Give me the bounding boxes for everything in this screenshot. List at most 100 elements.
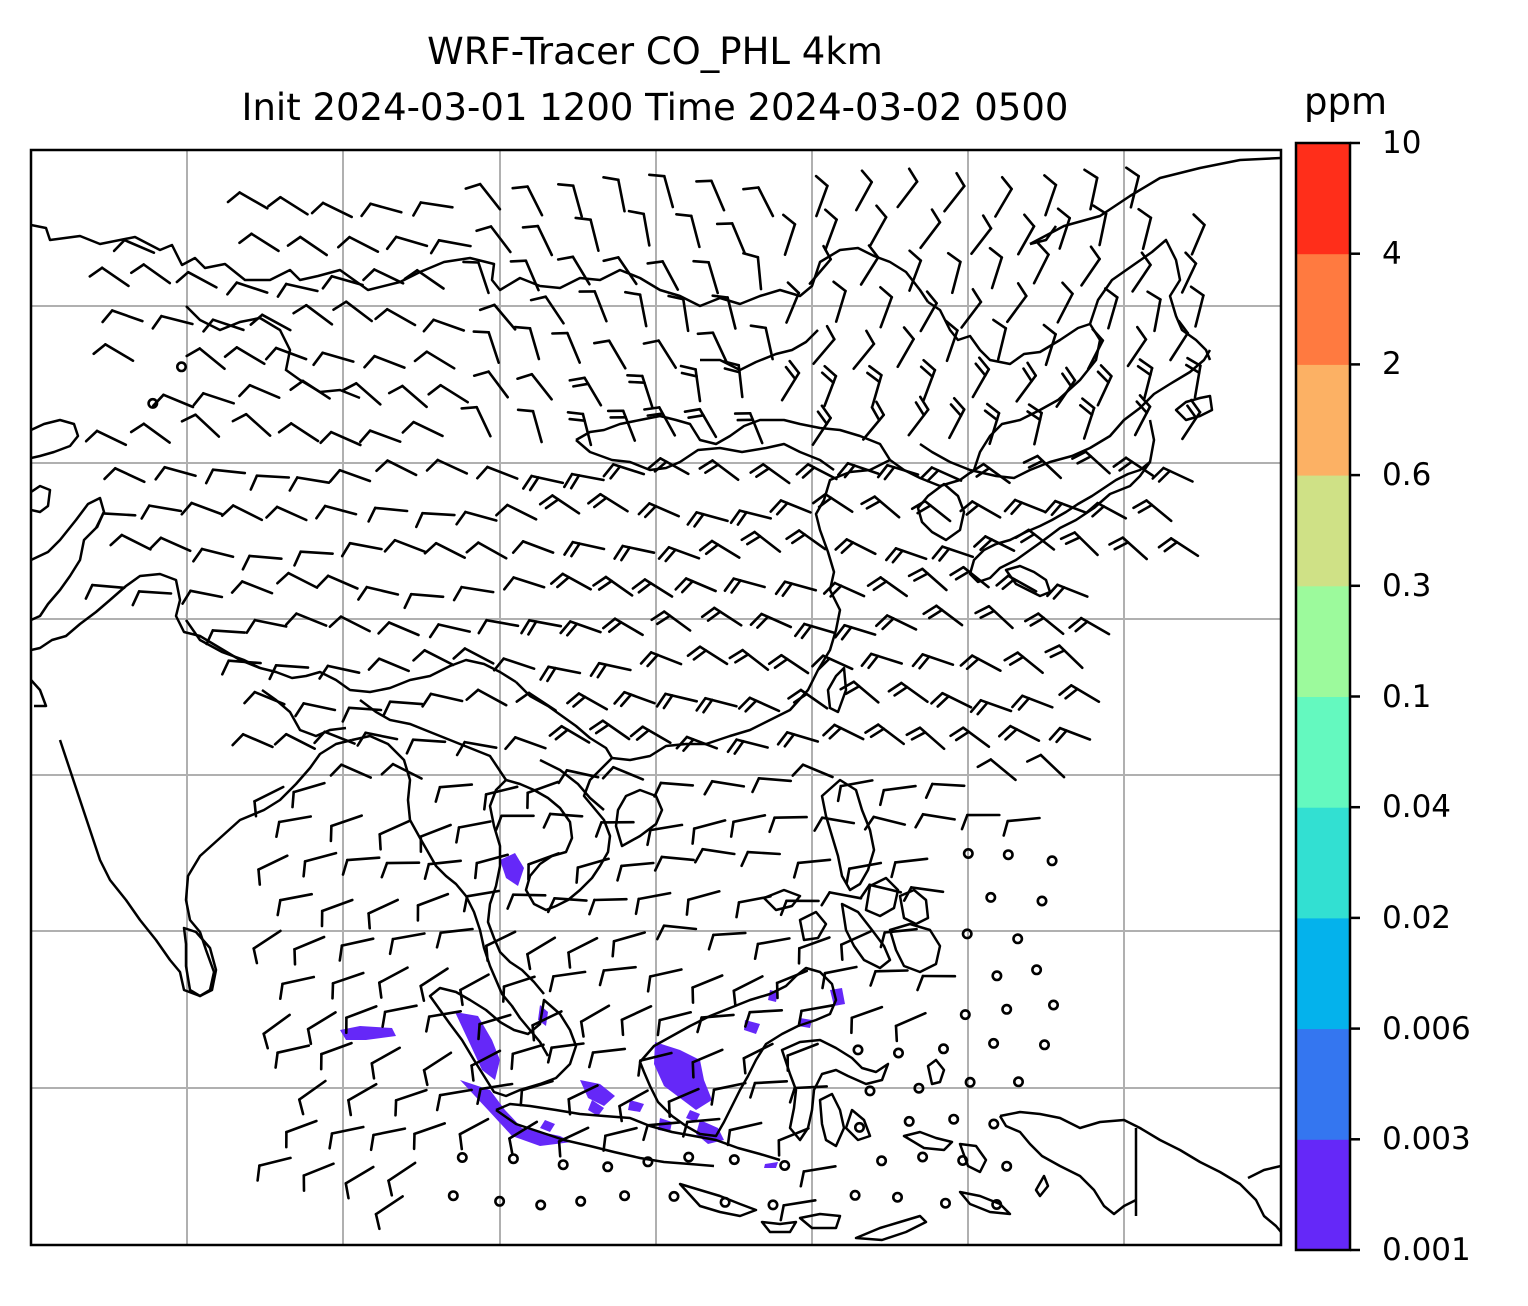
wind-barb <box>414 511 456 529</box>
calm-wind-marker <box>642 1156 654 1168</box>
calm-wind-marker <box>767 1199 779 1211</box>
wind-barb <box>336 235 380 253</box>
wind-barb <box>273 732 317 751</box>
wind-barb <box>823 208 838 251</box>
calm-wind-marker <box>619 1190 631 1202</box>
wind-barb <box>839 930 872 962</box>
wind-barb <box>785 529 827 551</box>
wind-barb <box>370 1046 402 1080</box>
wind-barb <box>1056 281 1074 324</box>
wind-barb <box>715 222 746 255</box>
wind-barb <box>291 781 326 809</box>
wind-barb <box>276 282 319 298</box>
wind-barb <box>328 615 371 633</box>
wind-barb <box>435 927 474 949</box>
calm-wind-marker <box>728 1154 740 1166</box>
wind-barb <box>243 690 286 706</box>
wind-barb <box>793 622 837 640</box>
wind-barb <box>484 930 517 963</box>
wind-barb <box>878 784 917 807</box>
wind-barb <box>506 893 547 910</box>
wind-barb <box>919 290 938 333</box>
wind-barb <box>252 929 282 965</box>
wind-barb <box>637 502 681 519</box>
wind-barb <box>811 492 854 514</box>
wind-barb <box>276 892 314 917</box>
wind-barb <box>839 680 880 704</box>
wind-barb <box>836 779 874 803</box>
wind-barb <box>84 583 126 600</box>
wind-barb <box>691 819 727 845</box>
wind-barb <box>455 510 498 526</box>
map-frame <box>29 148 1283 1247</box>
wind-barb <box>329 814 364 843</box>
wind-barb <box>776 731 820 748</box>
wind-barb <box>642 1121 681 1142</box>
wind-barb <box>1185 356 1202 399</box>
wind-barb <box>742 186 775 218</box>
wind-barb <box>306 1011 337 1046</box>
colorbar-segment <box>1296 807 1350 919</box>
wind-barb <box>465 541 508 560</box>
wind-barb <box>969 698 1013 716</box>
wind-barb <box>223 346 266 366</box>
wind-barb <box>1011 694 1054 711</box>
wind-barb <box>95 512 137 529</box>
wind-barb <box>657 545 701 563</box>
calm-wind-marker <box>991 970 1003 982</box>
wind-barb <box>686 511 729 528</box>
wind-barb <box>103 466 146 484</box>
wind-barb <box>930 691 973 709</box>
wind-barb <box>646 260 680 291</box>
wind-barb <box>556 255 591 286</box>
wind-barb <box>655 924 698 941</box>
wind-barb <box>268 663 310 681</box>
wind-barb <box>375 459 418 477</box>
wind-barb <box>737 696 781 713</box>
wind-barb <box>566 410 593 447</box>
wind-barb <box>698 539 741 559</box>
wind-barb <box>422 1051 453 1087</box>
wind-barb <box>319 1041 353 1071</box>
wind-barb <box>629 725 672 745</box>
wind-barb <box>781 213 797 256</box>
wind-barb <box>501 975 536 1003</box>
wind-barb <box>520 618 563 636</box>
wind-barb <box>742 1042 774 1075</box>
wind-barb <box>822 723 865 741</box>
wind-barb <box>775 969 809 1000</box>
wind-barb <box>249 474 291 491</box>
colorbar-segment <box>1296 364 1350 476</box>
wind-barb <box>388 932 426 956</box>
wind-barb <box>423 541 467 560</box>
wind-barb <box>549 572 593 591</box>
wind-barb <box>779 899 820 917</box>
wind-barb <box>292 303 334 326</box>
wind-barb <box>316 574 359 590</box>
wind-barb <box>1003 651 1044 675</box>
wind-barb <box>1044 499 1087 517</box>
wind-barb <box>1048 726 1092 744</box>
wind-barb <box>494 814 535 832</box>
colorbar <box>1294 141 1360 1252</box>
wind-barb <box>362 268 405 285</box>
wind-barb <box>653 781 695 798</box>
wind-barb <box>602 1126 638 1152</box>
wind-barb <box>650 610 692 632</box>
wind-barb <box>277 422 320 443</box>
wind-barb <box>587 492 629 513</box>
wind-barb <box>814 174 829 218</box>
calm-wind-marker <box>891 1191 903 1203</box>
wind-barb <box>779 1199 817 1222</box>
calm-wind-marker <box>849 1189 861 1201</box>
wind-barb <box>949 565 990 589</box>
wind-barb <box>567 1084 599 1116</box>
wind-barb <box>703 779 746 796</box>
wind-barb <box>792 858 832 879</box>
wind-barb <box>310 201 354 219</box>
wind-barb <box>465 688 508 707</box>
wind-barb <box>286 235 329 257</box>
wind-barb <box>473 853 510 880</box>
wind-barb <box>329 763 373 779</box>
wind-barb <box>753 937 791 961</box>
